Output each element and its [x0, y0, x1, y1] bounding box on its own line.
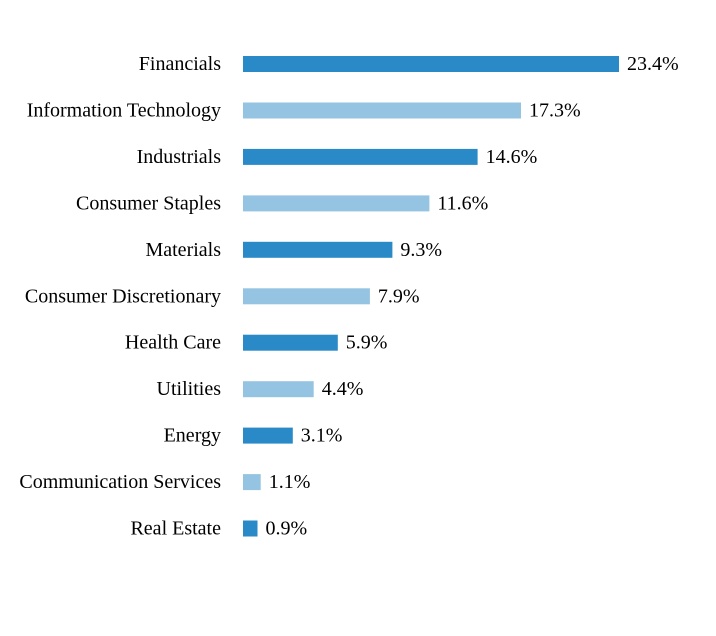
value-label: 14.6%	[486, 146, 538, 168]
bar-health-care	[243, 334, 338, 351]
bar-real-estate	[243, 520, 258, 537]
bar-communication-services	[243, 474, 261, 491]
bar-utilities	[243, 381, 314, 398]
category-label: Materials	[145, 239, 221, 261]
bar-energy	[243, 427, 293, 444]
category-label: Consumer Discretionary	[25, 285, 221, 307]
value-label: 9.3%	[400, 239, 442, 261]
value-label: 4.4%	[322, 378, 364, 400]
value-label: 5.9%	[346, 332, 388, 354]
bars-layer	[243, 56, 619, 537]
category-label: Information Technology	[27, 99, 221, 121]
bar-industrials	[243, 148, 478, 165]
labels-layer: Financials 23.4% Information Technology 17.…	[19, 53, 678, 540]
category-label: Energy	[164, 425, 221, 447]
value-label: 1.1%	[269, 471, 311, 493]
category-label: Utilities	[157, 378, 222, 400]
value-label: 23.4%	[627, 53, 679, 75]
bar-information-technology	[243, 102, 521, 119]
value-label: 0.9%	[266, 518, 308, 540]
value-label: 17.3%	[529, 99, 581, 121]
bar-consumer-discretionary	[243, 288, 370, 305]
category-label: Health Care	[125, 332, 221, 354]
category-label: Consumer Staples	[76, 192, 221, 214]
value-label: 3.1%	[301, 425, 343, 447]
category-label: Real Estate	[130, 518, 221, 540]
bar-consumer-staples	[243, 195, 430, 212]
category-label: Communication Services	[19, 471, 221, 493]
bar-materials	[243, 241, 393, 258]
category-label: Industrials	[137, 146, 222, 168]
category-label: Financials	[139, 53, 221, 75]
bar-financials	[243, 56, 619, 72]
value-label: 11.6%	[437, 192, 488, 214]
value-label: 7.9%	[378, 285, 420, 307]
